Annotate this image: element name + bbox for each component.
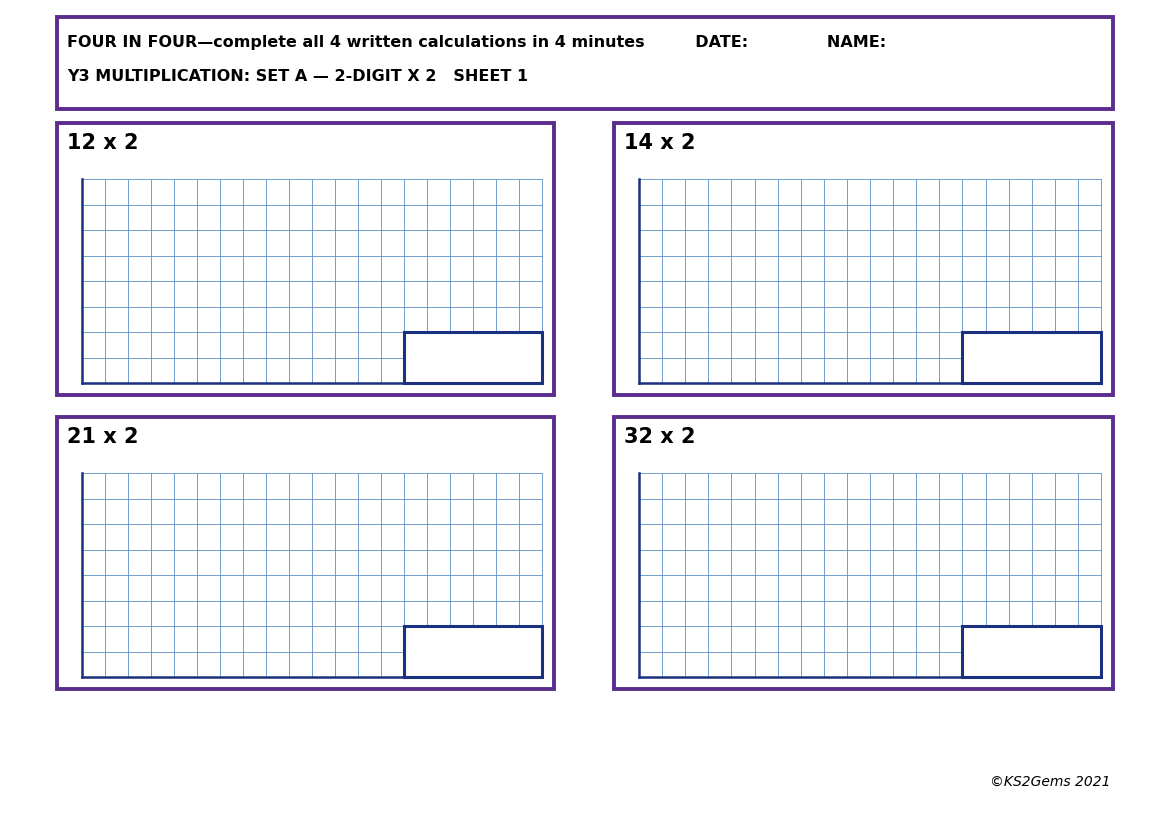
Bar: [963, 626, 1101, 677]
Bar: [404, 332, 542, 383]
Text: ©KS2Gems 2021: ©KS2Gems 2021: [990, 775, 1110, 789]
Text: 21 x 2: 21 x 2: [67, 427, 138, 447]
Bar: [614, 417, 1113, 689]
Bar: [404, 626, 542, 677]
Text: Y3 MULTIPLICATION: SET A — 2-DIGIT X 2   SHEET 1: Y3 MULTIPLICATION: SET A — 2-DIGIT X 2 S…: [67, 69, 528, 84]
Bar: [57, 417, 555, 689]
Bar: [963, 332, 1101, 383]
Text: FOUR IN FOUR—complete all 4 written calculations in 4 minutes         DATE:     : FOUR IN FOUR—complete all 4 written calc…: [67, 35, 886, 50]
Bar: [963, 626, 1101, 677]
Bar: [57, 123, 555, 395]
Text: 14 x 2: 14 x 2: [624, 133, 695, 153]
Text: 32 x 2: 32 x 2: [624, 427, 695, 447]
Bar: [614, 123, 1113, 395]
Text: 12 x 2: 12 x 2: [67, 133, 138, 153]
Bar: [404, 332, 542, 383]
Bar: [963, 332, 1101, 383]
Bar: [57, 17, 1113, 109]
Bar: [404, 626, 542, 677]
